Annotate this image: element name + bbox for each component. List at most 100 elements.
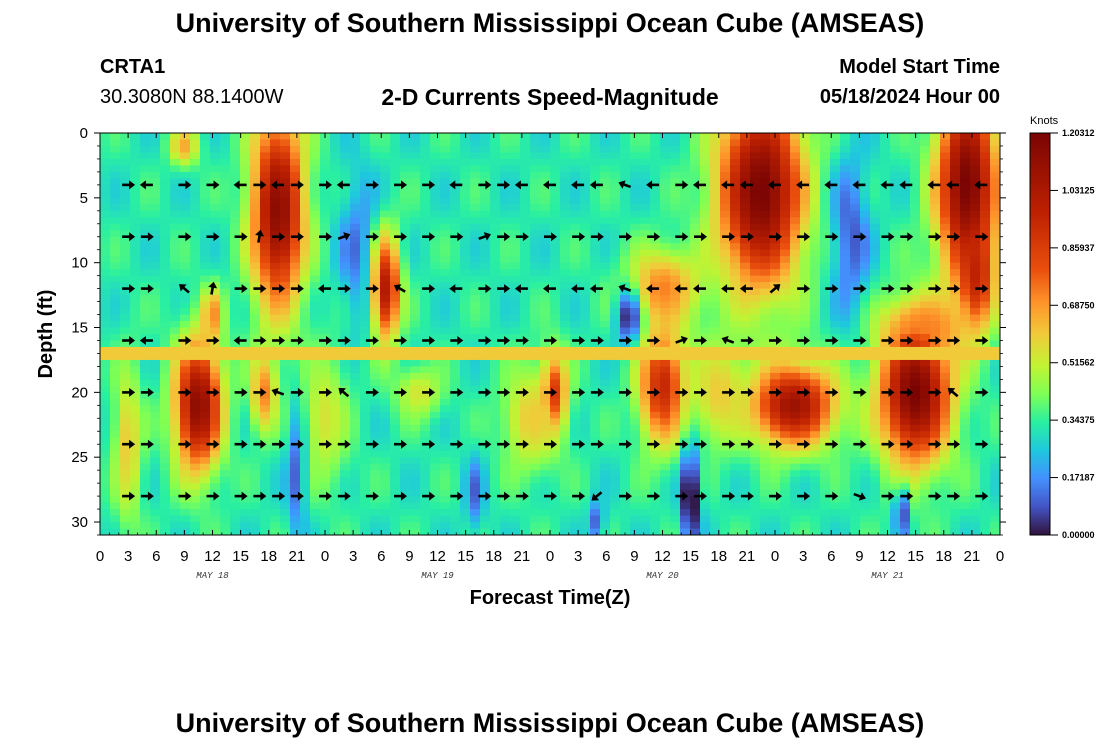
x-tick-label: 12 [654,548,671,565]
current-arrow [393,284,406,293]
current-arrow [450,387,464,397]
y-tick-label: 0 [80,125,88,142]
colorbar-unit: Knots [1030,115,1059,127]
current-arrow [825,336,839,345]
current-arrow [336,180,350,190]
colorbar-label: 0.00000 [1062,530,1095,540]
current-arrow [319,180,332,190]
current-arrow [140,387,154,397]
current-arrow [234,439,248,449]
current-arrow [797,387,811,397]
current-arrow [797,439,811,449]
current-arrow [365,439,379,449]
current-arrow [422,491,436,501]
current-arrow [825,387,839,397]
current-arrow [478,491,492,501]
current-arrow [768,180,781,190]
colorbar-label: 0.68750 [1062,300,1095,310]
current-arrow [178,387,192,397]
current-arrow [478,232,491,241]
current-arrow [122,387,136,397]
current-arrow [900,387,914,397]
current-arrow [900,284,914,294]
current-arrow [900,232,914,242]
current-arrow [255,229,265,243]
current-arrow [139,180,153,190]
current-arrow [825,439,839,449]
current-arrow [122,491,136,501]
current-arrow [946,180,960,190]
colorbar: Knots 1.20312 1.03125 0.85937 0.68750 0.5156… [1029,115,1095,540]
current-arrow [272,439,286,449]
current-arrow [365,284,379,294]
current-arrow [572,491,586,501]
current-arrow [722,387,736,397]
current-arrow [740,336,754,345]
y-tick-label: 20 [71,384,88,401]
current-arrow [975,387,989,397]
x-tick-label: 3 [799,548,807,565]
x-tick-label: 18 [260,548,277,565]
x-tick-label: 3 [349,548,357,565]
y-tick-label: 10 [71,255,88,272]
current-arrow [825,284,839,294]
current-arrow [497,336,511,345]
current-arrow [272,336,286,345]
current-arrow [900,336,914,345]
y-tick-label: 30 [71,514,88,531]
current-arrow [290,180,304,190]
x-tick-label: 21 [964,548,981,565]
current-arrow [675,180,689,190]
current-arrow [253,387,267,397]
current-arrow [740,439,754,449]
heatmap [100,133,1000,535]
current-arrow [928,232,942,242]
current-arrow [590,336,604,345]
current-arrow [647,232,661,242]
current-arrow [338,387,350,398]
current-arrow [178,336,192,345]
current-arrow [824,180,838,190]
current-arrow [122,336,136,345]
current-arrow [675,335,688,345]
current-arrow [589,180,603,190]
x-tick-label: 0 [546,548,554,565]
colorbar-label: 1.03125 [1062,185,1095,195]
day-label: MAY 18 [196,571,229,581]
colorbar-label: 0.85937 [1062,243,1095,253]
current-arrow [515,232,529,242]
current-arrow [272,232,286,242]
current-arrow [319,491,332,501]
current-arrow [797,284,811,294]
current-arrow [572,387,586,397]
current-arrow [290,491,304,501]
x-tick-label: 12 [204,548,221,565]
current-arrow [515,336,529,345]
main-title: University of Southern Mississippi Ocean… [175,8,925,38]
current-arrow [271,180,285,190]
station-coords: 30.3080N 88.1400W [100,86,284,108]
current-arrow [206,232,220,242]
current-arrow [722,232,736,242]
current-arrow [319,232,332,242]
current-arrow [140,284,154,294]
current-arrow [722,439,736,449]
current-arrow [975,284,989,294]
current-arrow [337,232,351,241]
current-arrow [179,284,190,294]
x-tick-label: 15 [907,548,924,565]
current-arrow [140,491,154,501]
current-arrow [450,232,464,242]
y-tick-label: 15 [71,320,88,337]
current-arrow [290,387,304,397]
current-arrow [290,232,304,242]
current-arrow [900,439,914,449]
current-arrow [365,336,379,345]
chart: 0 3 6 9 12 15 18 21 0 3 6 9 12 15 18 21 0 3 6 9 12 15 18 21 0 3 6 9… [35,115,1095,609]
x-axis-title: Forecast Time(Z) [470,587,631,609]
x-tick-label: 6 [152,548,160,565]
current-arrow [619,232,632,242]
current-arrow [122,232,136,242]
x-tick-label: 18 [710,548,727,565]
current-arrow [769,491,782,501]
